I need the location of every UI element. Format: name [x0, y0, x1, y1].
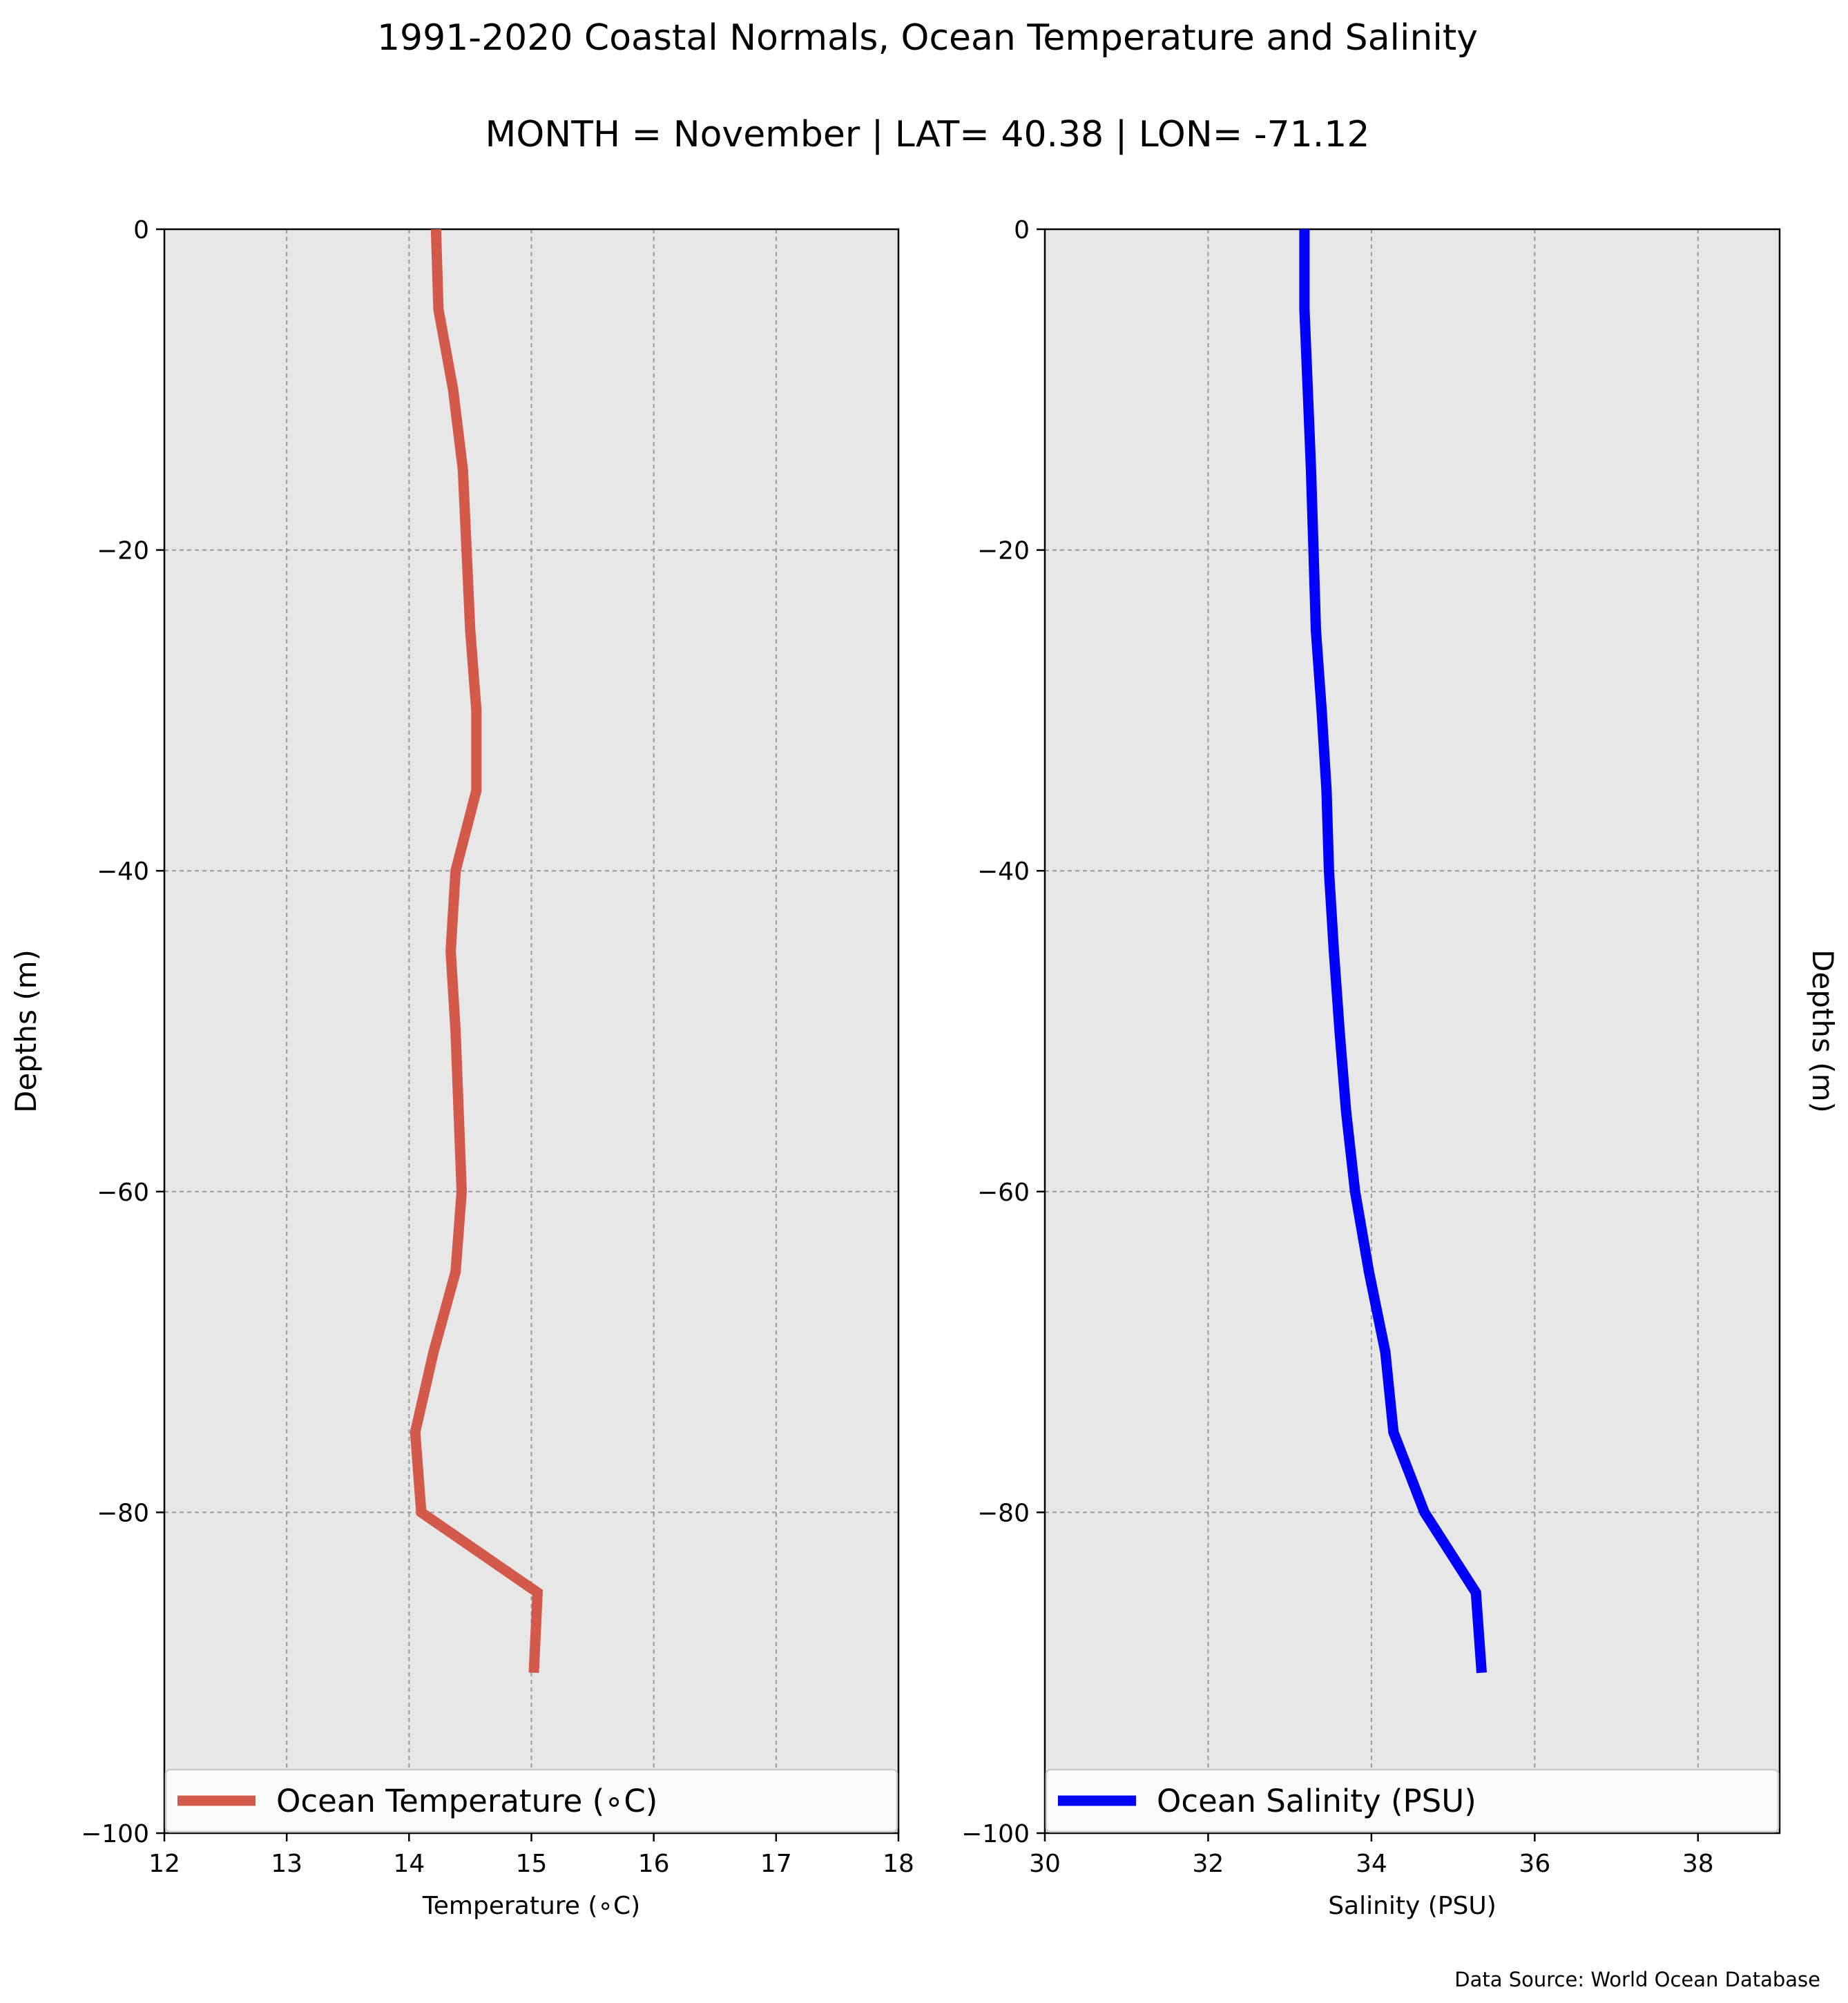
x-tick-label: 13: [271, 1850, 302, 1878]
y-tick-label: −60: [977, 1179, 1030, 1207]
x-tick-label: 16: [638, 1850, 670, 1878]
x-tick-label: 17: [760, 1850, 792, 1878]
legend-label: Ocean Salinity (PSU): [1157, 1783, 1476, 1819]
x-tick-label: 18: [883, 1850, 914, 1878]
x-tick-label: 34: [1356, 1850, 1387, 1878]
legend-label: Ocean Temperature (∘C): [276, 1783, 657, 1819]
x-tick-label: 36: [1519, 1850, 1550, 1878]
x-tick-label: 12: [148, 1850, 180, 1878]
y-tick-label: −20: [977, 537, 1030, 565]
x-tick-label: 30: [1029, 1850, 1061, 1878]
x-tick-label: 15: [516, 1850, 548, 1878]
legend-box: [1045, 1768, 1780, 1833]
y-axis-label: Depths (m): [9, 949, 43, 1113]
x-axis-label: Temperature (∘C): [422, 1892, 640, 1920]
chart-title: 1991-2020 Coastal Normals, Ocean Tempera…: [377, 17, 1478, 59]
data-source-note: Data Source: World Ocean Database: [1454, 1968, 1820, 1991]
legend-box: [164, 1768, 898, 1833]
plot-area: [1045, 229, 1780, 1833]
y-tick-label: −100: [81, 1820, 149, 1848]
salinity-panel: 30 32 34 36 38 0 −20 −40 −60 −80 −100 Salinity (PSU…: [961, 216, 1840, 1920]
series-line: [410, 229, 543, 1674]
axes-frame: [1043, 228, 1781, 1835]
x-tick-label: 14: [393, 1850, 425, 1878]
x-axis-label: Salinity (PSU): [1328, 1892, 1496, 1920]
y-tick-label: 0: [1014, 216, 1030, 244]
x-tick-label: 32: [1193, 1850, 1224, 1878]
y-tick-label: −20: [97, 537, 149, 565]
y-tick-label: −40: [97, 858, 149, 886]
y-axis-label: Depths (m): [1806, 949, 1840, 1113]
y-tick-label: −80: [97, 1499, 149, 1527]
y-tick-label: −60: [97, 1179, 149, 1207]
y-tick-label: −40: [977, 858, 1030, 886]
temperature-panel: 12 13 14 15 16 17 18 0 −20 −40 −60 −80 −100 Temperatu…: [9, 216, 914, 1920]
chart-subtitle: MONTH = November | LAT= 40.38 | LON= -71…: [485, 114, 1370, 155]
series-line: [1299, 229, 1487, 1674]
y-tick-label: −100: [961, 1820, 1030, 1848]
x-tick-label: 38: [1682, 1850, 1714, 1878]
y-tick-label: −80: [977, 1499, 1030, 1527]
y-tick-label: 0: [133, 216, 149, 244]
